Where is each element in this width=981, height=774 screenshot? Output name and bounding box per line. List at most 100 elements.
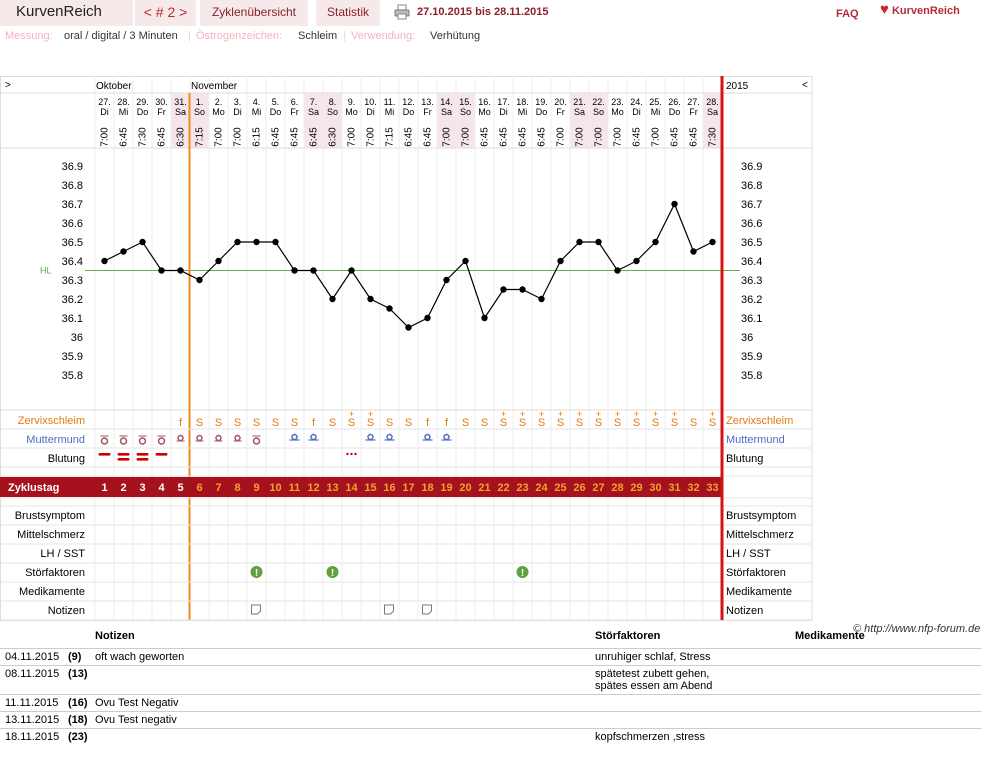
- y-tick-right: 36.1: [741, 313, 762, 325]
- date-label: 12.: [402, 97, 415, 107]
- zervix-mark: S: [709, 417, 716, 429]
- time-label: 7:00: [100, 127, 111, 147]
- y-tick-left: 36: [71, 332, 83, 344]
- time-label: 6:45: [537, 127, 548, 147]
- weekday-label: Di: [366, 107, 375, 117]
- y-tick-left: 36.8: [62, 180, 83, 192]
- y-tick-left: 36.1: [62, 313, 83, 325]
- row-label-muttermund: Muttermund: [26, 434, 85, 446]
- row-label-notizen: Notizen: [48, 605, 85, 617]
- notes-row: 11.11.2015 (16) Ovu Test Negativ: [0, 694, 981, 711]
- zervix-mark: S: [538, 417, 545, 429]
- temperature-point: [291, 267, 298, 274]
- muttermund-mark: [386, 433, 393, 441]
- blutung-mark: [136, 453, 149, 456]
- muttermund-mark: [234, 434, 241, 442]
- zyklustag-day: 17: [402, 482, 414, 494]
- date-label: 5.: [272, 97, 280, 107]
- date-label: 1.: [196, 97, 204, 107]
- temperature-point: [709, 238, 716, 246]
- zyklustag-day: 18: [421, 482, 433, 494]
- temperature-point: [215, 257, 222, 265]
- time-label: 7:00: [594, 127, 605, 147]
- zyklustag-day: 21: [478, 482, 490, 494]
- weekend-shade: [171, 93, 190, 148]
- copyright: © http://www.nfp-forum.de: [853, 623, 981, 635]
- zyklustag-day: 7: [215, 482, 221, 494]
- zervix-mark: f: [426, 417, 430, 429]
- temperature-point: [481, 314, 488, 322]
- y-tick-left: 36.5: [62, 237, 83, 249]
- y-tick-right: 36.3: [741, 275, 762, 287]
- temperature-point: [652, 238, 659, 246]
- tab-statistik[interactable]: Statistik: [316, 0, 380, 26]
- oestrogen-value: Schleim: [298, 30, 338, 42]
- date-label: 18.: [516, 97, 529, 107]
- row-label-notizen-right: Notizen: [726, 605, 763, 617]
- notes-text: Ovu Test negativ: [95, 714, 177, 726]
- zervix-mark: S: [367, 417, 374, 429]
- weekday-label: Mi: [518, 107, 528, 117]
- time-label: 7:00: [442, 127, 453, 147]
- weekday-label: Di: [100, 107, 109, 117]
- cycle-nav[interactable]: < # 2 >: [135, 0, 196, 26]
- date-label: 24.: [630, 97, 643, 107]
- date-label: 31.: [174, 97, 187, 107]
- month-label: Oktober: [96, 81, 132, 92]
- weekday-label: So: [194, 107, 205, 117]
- date-label: 28.: [706, 97, 719, 107]
- time-label: 6:45: [518, 127, 529, 147]
- zervix-plus: +: [634, 409, 639, 419]
- weekday-label: Mo: [478, 107, 491, 117]
- notes-row: 04.11.2015 (9) oft wach geworten unruhiger …: [0, 648, 981, 665]
- time-label: 6:15: [252, 127, 263, 147]
- zyklustag-day: 9: [253, 482, 259, 494]
- notes-text: Ovu Test Negativ: [95, 697, 179, 709]
- logo[interactable]: ♥ KurvenReich: [880, 0, 981, 24]
- zervix-mark: S: [462, 417, 469, 429]
- blutung-dot: [346, 452, 349, 456]
- zervix-mark: S: [272, 417, 279, 429]
- time-label: 7:00: [233, 127, 244, 147]
- weekday-label: Di: [499, 107, 508, 117]
- zervix-plus: +: [501, 409, 506, 419]
- notes-stoer: unruhiger schlaf, Stress: [595, 651, 711, 663]
- time-label: 6:45: [309, 127, 320, 147]
- temperature-point: [253, 238, 260, 246]
- zervix-mark: S: [557, 417, 564, 429]
- weekday-label: Mi: [119, 107, 129, 117]
- faq-link[interactable]: FAQ: [836, 8, 859, 20]
- expand-left-button: >: [5, 80, 11, 91]
- zervix-mark: S: [329, 417, 336, 429]
- y-tick-right: 36.9: [741, 161, 762, 173]
- zyklustag-day: 33: [706, 482, 718, 494]
- zervix-plus: +: [539, 409, 544, 419]
- weekend-shade: [703, 93, 722, 148]
- temperature-point: [348, 267, 355, 274]
- y-tick-right: 36.2: [741, 294, 762, 306]
- date-label: 27.: [687, 97, 700, 107]
- notes-header-stoerfaktoren: Störfaktoren: [595, 630, 661, 642]
- notes-row: 08.11.2015 (13) spätetest zubett gehen, spä…: [0, 665, 981, 694]
- zervix-mark: S: [519, 417, 526, 429]
- zervix-mark: f: [445, 417, 449, 429]
- temperature-point: [633, 257, 640, 265]
- notes-day: (16): [68, 697, 88, 709]
- notes-header-medikamente: Medikamente: [795, 630, 865, 642]
- zyklustag-prev: 1: [101, 482, 107, 494]
- weekend-shade: [304, 93, 323, 148]
- date-label: 17.: [497, 97, 510, 107]
- print-icon[interactable]: [394, 4, 410, 20]
- row-label-brust: Brustsymptom: [15, 510, 85, 522]
- zervix-mark: S: [405, 417, 412, 429]
- zervix-mark: S: [386, 417, 393, 429]
- zyklustag-day: 19: [440, 482, 452, 494]
- weekend-shade: [570, 93, 589, 148]
- verwendung-label: Verwendung:: [351, 30, 416, 42]
- muttermund-mark: [119, 437, 128, 445]
- muttermund-mark: [443, 433, 450, 441]
- notes-stoer: spätes essen am Abend: [595, 680, 713, 692]
- zyklustag-day: 22: [497, 482, 509, 494]
- tab-zyklenuebersicht[interactable]: Zyklenübersicht: [200, 0, 308, 26]
- temperature-point: [614, 267, 621, 274]
